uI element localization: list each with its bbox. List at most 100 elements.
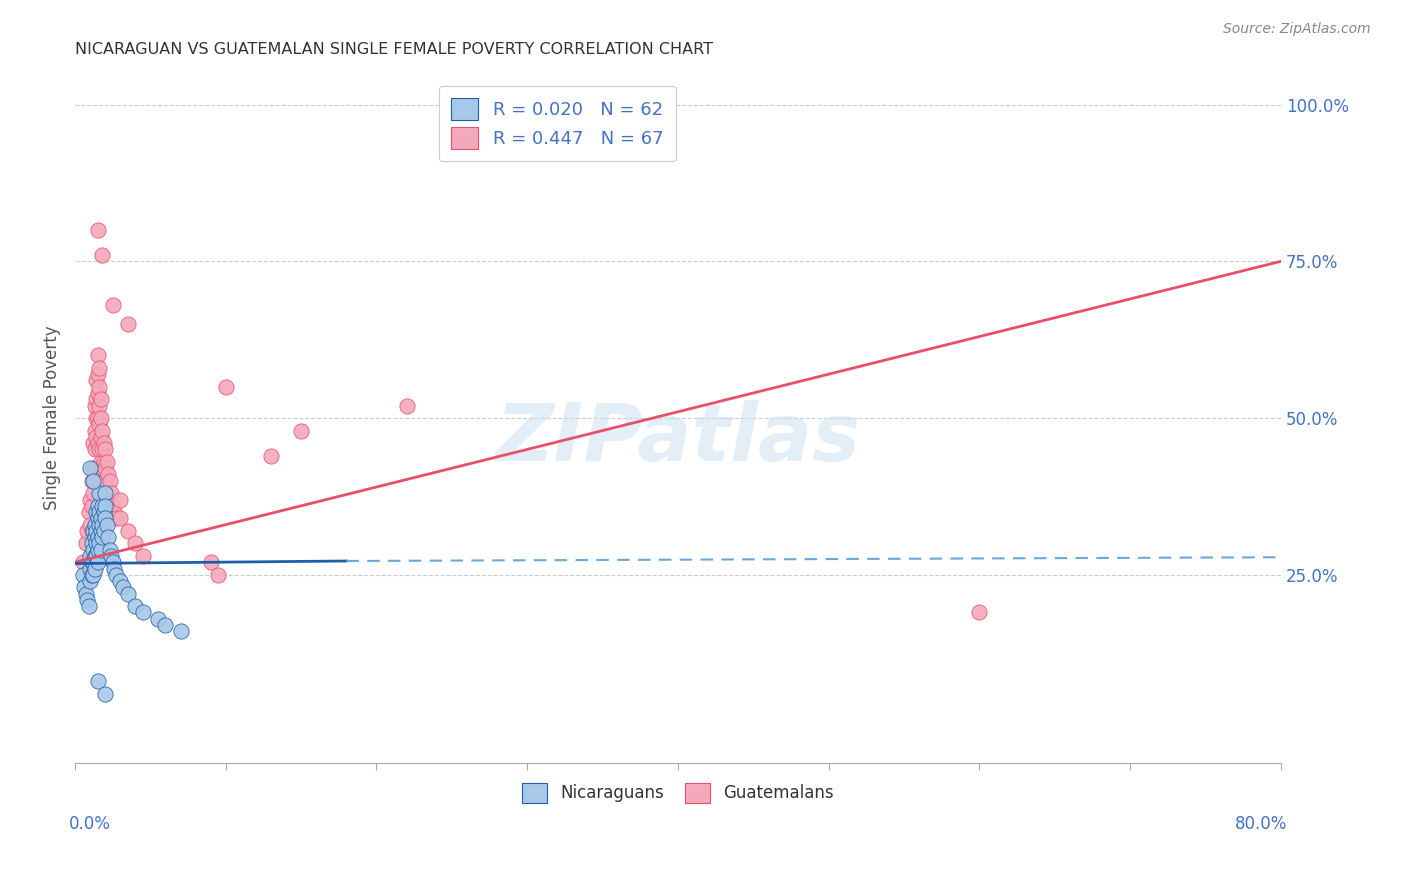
Point	[90, 430, 112, 444]
Point	[260, 449, 283, 463]
Point	[83, 530, 105, 544]
Point	[91, 499, 114, 513]
Point	[84, 411, 107, 425]
Point	[117, 317, 139, 331]
Point	[94, 442, 117, 457]
Point	[80, 524, 103, 538]
Point	[75, 586, 97, 600]
Point	[91, 424, 114, 438]
Point	[84, 524, 107, 538]
Point	[112, 580, 135, 594]
Point	[89, 360, 111, 375]
Point	[76, 593, 98, 607]
Point	[79, 517, 101, 532]
Point	[104, 567, 127, 582]
Point	[104, 511, 127, 525]
Point	[94, 486, 117, 500]
Point	[110, 574, 132, 588]
Point	[86, 411, 108, 425]
Text: NICARAGUAN VS GUATEMALAN SINGLE FEMALE POVERTY CORRELATION CHART: NICARAGUAN VS GUATEMALAN SINGLE FEMALE P…	[75, 42, 713, 57]
Point	[110, 511, 132, 525]
Point	[94, 499, 117, 513]
Point	[89, 442, 111, 457]
Point	[77, 505, 100, 519]
Point	[100, 549, 122, 563]
Point	[98, 474, 121, 488]
Point	[91, 248, 114, 262]
Point	[132, 606, 155, 620]
Text: Source: ZipAtlas.com: Source: ZipAtlas.com	[1223, 22, 1371, 37]
Point	[117, 524, 139, 538]
Point	[395, 399, 418, 413]
Point	[73, 580, 96, 594]
Point	[82, 436, 104, 450]
Point	[103, 561, 125, 575]
Point	[91, 517, 114, 532]
Point	[91, 486, 114, 500]
Point	[72, 567, 94, 582]
Point	[94, 461, 117, 475]
Point	[89, 417, 111, 432]
Point	[89, 536, 111, 550]
Point	[91, 461, 114, 475]
Point	[76, 524, 98, 538]
Point	[79, 574, 101, 588]
Point	[101, 499, 124, 513]
Point	[86, 436, 108, 450]
Point	[83, 561, 105, 575]
Point	[97, 467, 120, 482]
Point	[86, 499, 108, 513]
Point	[90, 455, 112, 469]
Point	[79, 561, 101, 575]
Point	[83, 399, 105, 413]
Point	[79, 492, 101, 507]
Point	[83, 517, 105, 532]
Point	[82, 542, 104, 557]
Point	[79, 461, 101, 475]
Point	[80, 567, 103, 582]
Point	[89, 380, 111, 394]
Point	[98, 542, 121, 557]
Point	[90, 392, 112, 407]
Point	[132, 549, 155, 563]
Point	[84, 373, 107, 387]
Point	[969, 606, 991, 620]
Point	[75, 536, 97, 550]
Point	[86, 386, 108, 401]
Point	[101, 298, 124, 312]
Point	[84, 430, 107, 444]
Text: 80.0%: 80.0%	[1234, 814, 1286, 832]
Point	[82, 555, 104, 569]
Point	[79, 549, 101, 563]
Point	[90, 524, 112, 538]
Point	[155, 618, 177, 632]
Point	[110, 492, 132, 507]
Point	[93, 455, 115, 469]
Point	[80, 536, 103, 550]
Point	[103, 505, 125, 519]
Point	[124, 536, 146, 550]
Point	[146, 612, 169, 626]
Point	[86, 223, 108, 237]
Point	[80, 555, 103, 569]
Point	[86, 511, 108, 525]
Point	[89, 399, 111, 413]
Point	[80, 474, 103, 488]
Point	[91, 442, 114, 457]
Point	[169, 624, 191, 639]
Point	[82, 474, 104, 488]
Point	[82, 524, 104, 538]
Point	[89, 517, 111, 532]
Point	[100, 486, 122, 500]
Point	[86, 555, 108, 569]
Point	[94, 474, 117, 488]
Point	[86, 530, 108, 544]
Point	[84, 549, 107, 563]
Point	[117, 586, 139, 600]
Point	[86, 674, 108, 689]
Point	[83, 424, 105, 438]
Point	[72, 555, 94, 569]
Legend: Nicaraguans, Guatemalans: Nicaraguans, Guatemalans	[516, 776, 841, 810]
Point	[90, 411, 112, 425]
Point	[200, 555, 222, 569]
